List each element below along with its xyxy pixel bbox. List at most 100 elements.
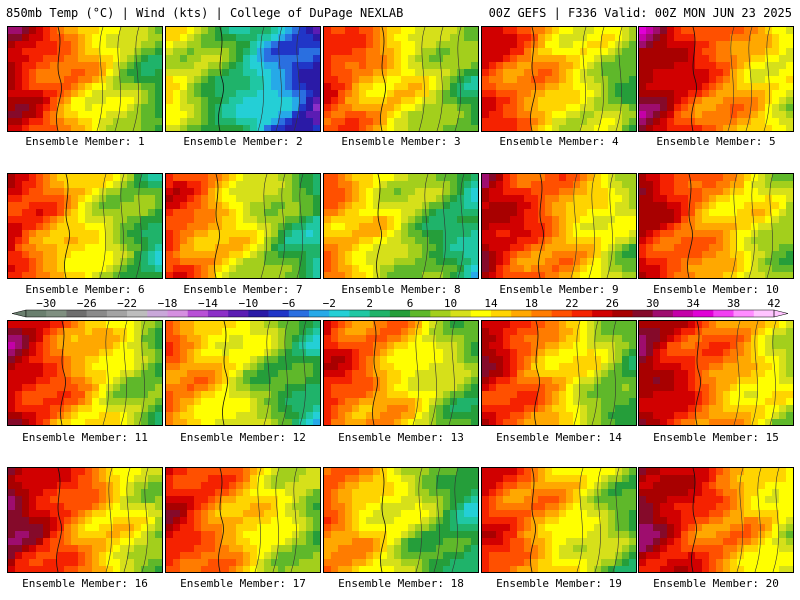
ensemble-member-map <box>165 467 321 573</box>
height-contour <box>117 174 125 278</box>
ensemble-member-label: Ensemble Member: 14 <box>496 431 622 444</box>
ensemble-member-map <box>165 320 321 426</box>
height-contour <box>745 27 753 131</box>
colorbar-segment <box>672 310 694 317</box>
height-contour <box>105 468 113 572</box>
temperature-field <box>166 174 320 278</box>
height-contour <box>296 174 304 278</box>
height-contour <box>763 27 771 131</box>
colorbar-segment <box>490 310 512 317</box>
ensemble-member-label: Ensemble Member: 19 <box>496 577 622 590</box>
ensemble-member-map <box>7 320 163 426</box>
temperature-field <box>482 174 636 278</box>
colorbar-tick-label: 38 <box>727 297 740 310</box>
height-contour <box>448 321 456 425</box>
height-contour <box>430 321 438 425</box>
colorbar-segment <box>713 310 734 317</box>
height-contour <box>748 174 756 278</box>
height-contour <box>299 321 307 425</box>
colorbar-segment <box>26 310 47 317</box>
ensemble-member-map <box>481 320 637 426</box>
colorbar-tick-label: 6 <box>407 297 414 310</box>
height-contour <box>766 174 774 278</box>
height-contour <box>573 321 581 425</box>
height-contour <box>579 27 587 131</box>
height-contour <box>436 27 444 131</box>
temperature-field <box>639 174 793 278</box>
temperature-field <box>166 468 320 572</box>
coastline <box>222 321 228 425</box>
coastline <box>56 468 62 572</box>
colorbar-segment <box>349 310 370 317</box>
height-contour <box>141 468 149 572</box>
ensemble-member-map <box>638 26 794 132</box>
height-contour <box>281 321 289 425</box>
height-contour <box>421 174 429 278</box>
ensemble-member-map <box>323 173 479 279</box>
height-contour <box>736 468 744 572</box>
colorbar-segment <box>612 310 633 317</box>
temperature-field <box>166 321 320 425</box>
colorbar-segment <box>288 310 310 317</box>
height-contour <box>433 468 441 572</box>
coastline <box>538 174 544 278</box>
ensemble-member-label: Ensemble Member: 18 <box>338 577 464 590</box>
temperature-field <box>482 468 636 572</box>
colorbar-tick-label: −26 <box>77 297 97 310</box>
colorbar-segment <box>430 310 451 317</box>
colorbar-tick-label: −10 <box>238 297 258 310</box>
colorbar-segment <box>410 310 431 317</box>
height-contour <box>96 27 104 131</box>
coastline <box>64 174 70 278</box>
ensemble-member-map <box>481 26 637 132</box>
colorbar-outline <box>25 309 775 318</box>
height-contour <box>576 468 584 572</box>
colorbar-segment <box>450 310 472 317</box>
height-contour <box>102 321 110 425</box>
ensemble-member-label: Ensemble Member: 3 <box>341 135 461 148</box>
temperature-field <box>8 468 162 572</box>
colorbar-segment <box>228 310 249 317</box>
height-contour <box>609 321 617 425</box>
coastline <box>218 27 224 131</box>
coastline <box>218 468 224 572</box>
ensemble-member-label: Ensemble Member: 2 <box>183 135 303 148</box>
colorbar-segment <box>753 310 775 317</box>
colorbar-tick-label: −22 <box>117 297 137 310</box>
colorbar-segment <box>106 310 128 317</box>
colorbar-segment <box>127 310 148 317</box>
colorbar-tick-label: −14 <box>198 297 218 310</box>
ensemble-member-map <box>7 26 163 132</box>
height-contour <box>772 468 780 572</box>
ensemble-member-label: Ensemble Member: 11 <box>22 431 148 444</box>
coastline <box>530 27 536 131</box>
height-contour <box>591 321 599 425</box>
height-contour <box>754 468 762 572</box>
ensemble-member-label: Ensemble Member: 5 <box>656 135 776 148</box>
colorbar-tick-label: 34 <box>687 297 701 310</box>
height-contour <box>260 174 268 278</box>
height-contour <box>597 27 605 131</box>
colorbar-tick-label: 10 <box>444 297 457 310</box>
height-contour <box>132 27 140 131</box>
height-contour <box>615 27 623 131</box>
colorbar-segment <box>268 310 290 317</box>
colorbar-segment <box>652 310 674 317</box>
colorbar-segment <box>470 310 492 317</box>
temperature-field <box>324 468 478 572</box>
temperature-field <box>482 27 636 131</box>
height-contour <box>135 174 143 278</box>
colorbar-tick-label: −18 <box>158 297 178 310</box>
coastline <box>214 174 220 278</box>
height-contour <box>733 321 741 425</box>
colorbar-left-arrow <box>11 309 27 318</box>
ensemble-member-map <box>481 173 637 279</box>
colorbar-svg: −30 −26 −22 −18 −14 −10 −6 −2 2 6 10 14 18 22 26 30 34 38… <box>11 297 789 318</box>
ensemble-member-map <box>7 467 163 573</box>
product-title: 850mb Temp (°C) | Wind (kts) | College o… <box>6 6 404 20</box>
height-contour <box>120 321 128 425</box>
height-contour <box>439 174 447 278</box>
colorbar-tick-label: 42 <box>767 297 780 310</box>
height-contour <box>415 468 423 572</box>
ensemble-member-map <box>481 467 637 573</box>
